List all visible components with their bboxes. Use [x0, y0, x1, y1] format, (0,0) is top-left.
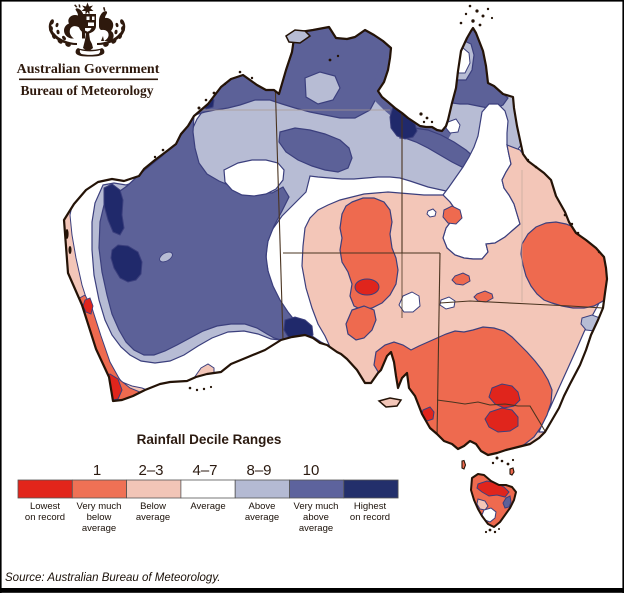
svg-text:Average: Average — [190, 501, 225, 512]
svg-text:average: average — [136, 512, 170, 523]
svg-text:2–3: 2–3 — [138, 462, 163, 479]
svg-text:Highest: Highest — [354, 501, 387, 512]
svg-text:Bureau of Meteorology: Bureau of Meteorology — [21, 83, 154, 98]
svg-text:Source: Australian Bureau of M: Source: Australian Bureau of Meteorology… — [5, 572, 220, 584]
svg-text:Above: Above — [249, 501, 276, 512]
svg-text:Very much: Very much — [77, 501, 122, 512]
svg-text:average: average — [299, 523, 333, 534]
svg-text:above: above — [303, 512, 329, 523]
svg-text:Rainfall Decile Ranges: Rainfall Decile Ranges — [137, 432, 282, 447]
svg-text:below: below — [87, 512, 112, 523]
svg-text:Australian Government: Australian Government — [17, 62, 160, 77]
svg-text:1: 1 — [93, 462, 101, 479]
svg-text:Lowest: Lowest — [30, 501, 60, 512]
svg-text:4–7: 4–7 — [192, 462, 217, 479]
svg-text:Below: Below — [140, 501, 166, 512]
svg-text:Very much: Very much — [294, 501, 339, 512]
svg-text:8–9: 8–9 — [246, 462, 271, 479]
svg-text:on record: on record — [350, 512, 390, 523]
svg-text:average: average — [82, 523, 116, 534]
svg-text:10: 10 — [303, 462, 320, 479]
svg-text:on record: on record — [25, 512, 65, 523]
svg-text:average: average — [245, 512, 279, 523]
